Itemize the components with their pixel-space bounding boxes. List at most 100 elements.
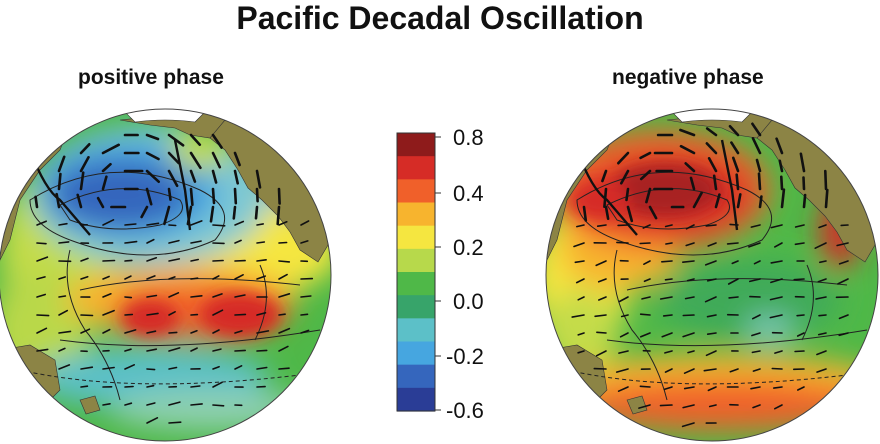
wind-vector <box>146 312 159 316</box>
wind-vector <box>233 169 239 185</box>
wind-vector <box>639 151 652 160</box>
wind-vector <box>823 169 828 191</box>
wind-vector <box>686 278 695 282</box>
wind-vector <box>616 151 630 165</box>
colorbar-tick-label: 0.0 <box>453 289 484 314</box>
wind-vector <box>102 309 115 316</box>
wind-vector <box>748 278 761 283</box>
wind-vector <box>596 224 607 227</box>
wind-vector <box>168 291 180 298</box>
wind-vector <box>146 348 158 352</box>
wind-vector <box>234 313 247 316</box>
wind-vector <box>838 314 849 320</box>
colorbar: 0.8 0.4 0.2 0.0 -0.2 -0.6 <box>396 125 484 423</box>
negative-phase-globe <box>545 108 879 442</box>
wind-vector <box>124 313 134 316</box>
wind-vector <box>102 366 115 370</box>
wind-vector <box>80 257 89 262</box>
wind-vector <box>145 151 160 161</box>
wind-vector <box>595 350 607 357</box>
wind-vector <box>661 332 673 338</box>
wind-vector <box>639 313 651 316</box>
wind-vector <box>190 220 203 226</box>
wind-vector <box>36 242 47 245</box>
wind-vector <box>189 151 202 170</box>
wind-vector <box>212 381 223 388</box>
wind-vector <box>769 296 783 301</box>
wind-vector <box>189 169 197 183</box>
wind-vector <box>727 278 739 285</box>
wind-vector <box>190 258 199 262</box>
wind-vector <box>256 258 267 262</box>
wind-vector <box>625 187 630 202</box>
wind-vector <box>80 314 94 317</box>
wind-vector <box>817 332 827 336</box>
wind-vector <box>101 175 108 191</box>
wind-vector <box>146 402 156 406</box>
colorbar-swatch <box>397 295 435 319</box>
wind-vector <box>775 137 784 155</box>
wind-vector <box>601 169 608 183</box>
wind-vector <box>58 241 70 244</box>
wind-vector <box>659 296 673 300</box>
wind-vector <box>639 169 652 181</box>
wind-vector <box>36 256 49 262</box>
wind-vector <box>58 330 72 334</box>
wind-vector <box>146 384 155 388</box>
wind-vector <box>574 260 585 264</box>
wind-vector <box>664 278 673 281</box>
wind-vector <box>212 348 222 352</box>
wind-vector <box>662 314 673 317</box>
wind-vector <box>256 241 266 244</box>
wind-vector <box>167 187 172 201</box>
wind-vector <box>780 188 786 209</box>
wind-vector <box>212 365 220 370</box>
wind-vector <box>276 205 281 226</box>
wind-vector <box>234 220 245 226</box>
wind-vector <box>794 350 805 353</box>
wind-vector <box>679 144 696 155</box>
wind-vector <box>664 224 673 228</box>
wind-vector <box>603 187 608 208</box>
wind-vector <box>167 151 180 165</box>
wind-vector <box>748 242 761 248</box>
wind-vector <box>617 386 629 393</box>
wind-vector <box>618 350 629 354</box>
wind-vector <box>838 260 849 265</box>
wind-vector <box>167 133 185 147</box>
wind-vector <box>168 239 180 244</box>
wind-vector <box>816 368 827 373</box>
wind-vector <box>124 385 134 388</box>
wind-vector <box>124 240 138 244</box>
wind-vector <box>102 275 110 280</box>
wind-vector <box>256 275 267 280</box>
wind-vector <box>665 242 673 245</box>
wind-vector <box>76 193 83 209</box>
wind-vector <box>751 332 761 337</box>
wind-vector <box>124 329 137 334</box>
wind-vector <box>211 151 222 169</box>
wind-vector <box>793 278 805 281</box>
wind-vector <box>706 332 717 336</box>
wind-vector <box>209 205 215 223</box>
wind-vector <box>102 259 116 262</box>
wind-vector <box>80 275 89 280</box>
wind-vector <box>735 173 740 191</box>
wind-vector <box>36 293 47 298</box>
wind-vector <box>36 348 49 352</box>
wind-vector <box>57 172 62 191</box>
wind-vector <box>751 314 761 320</box>
wind-vector <box>168 366 178 370</box>
wind-vector <box>233 151 241 167</box>
positive-phase-globe <box>0 108 332 442</box>
wind-vector <box>256 366 268 370</box>
wind-vector <box>300 295 312 298</box>
wind-vector <box>278 313 286 316</box>
wind-vector <box>212 259 224 262</box>
wind-vector <box>145 187 153 206</box>
wind-vector <box>770 278 783 284</box>
colorbar-tick-label: 0.8 <box>453 125 484 150</box>
wind-vector <box>684 162 696 173</box>
wind-vector <box>730 141 740 155</box>
